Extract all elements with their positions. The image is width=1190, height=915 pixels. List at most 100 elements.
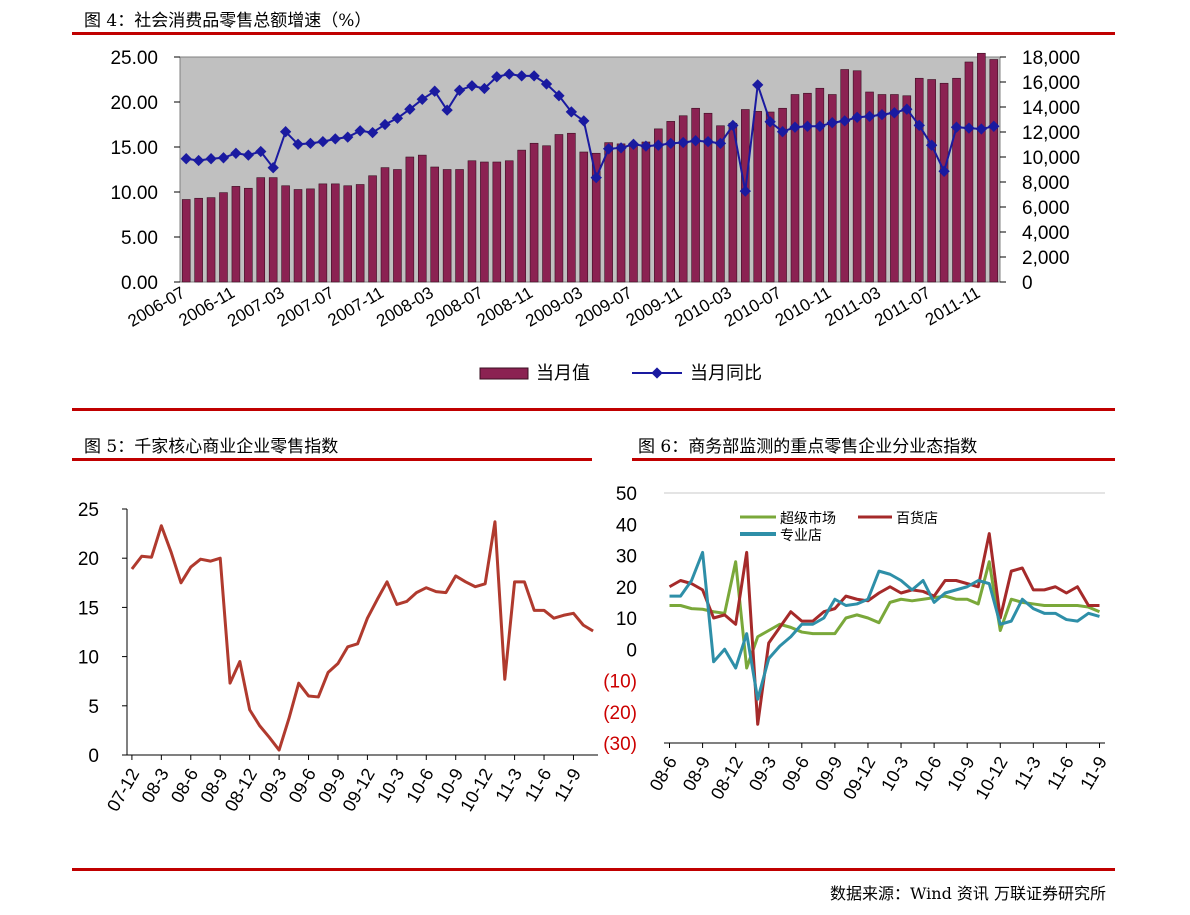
fig4-x-tick-label: 2008-07 — [423, 283, 487, 331]
fig4-bar — [852, 70, 862, 283]
fig4-right-tick-label: 8,000 — [1022, 173, 1070, 194]
footer-rule — [72, 868, 1115, 871]
fig4-yoy-marker — [304, 137, 317, 150]
fig4-bar — [442, 169, 452, 283]
fig4-yoy-marker — [230, 147, 242, 159]
fig6-x-tick-label: 08-6 — [646, 753, 681, 794]
fig5-x-tick-label: 07-12 — [103, 765, 143, 815]
fig6-x-tick-label: 11-9 — [1076, 753, 1111, 793]
fig6-y-tick-label: (10) — [603, 672, 637, 693]
fig6-chart: 50403020100(10)(20)(30)08-608-908-1209-3… — [603, 484, 1111, 803]
fig4-bar — [691, 107, 700, 283]
fig6-title: 图 6：商务部监测的重点零售企业分业态指数 — [638, 437, 978, 457]
fig6-y-tick-label: 10 — [616, 609, 637, 630]
fig6-legend-department-label: 百货店 — [896, 510, 938, 526]
fig4-bar — [865, 91, 874, 283]
source-note: 数据来源：Wind 资讯 万联证券研究所 — [829, 884, 1106, 903]
fig4-right-tick-label: 2,000 — [1022, 248, 1070, 269]
fig6-y-tick-label: 40 — [616, 515, 637, 536]
fig4-bar — [778, 107, 787, 283]
fig4-yoy-marker — [602, 143, 615, 155]
fig4-right-tick-label: 12,000 — [1022, 123, 1080, 144]
fig6-x-tick-label: 10-12 — [971, 753, 1011, 803]
fig4-bar — [417, 154, 427, 283]
fig4-left-tick-label: 15.00 — [110, 138, 158, 159]
fig6-y-tick-label: (20) — [603, 703, 637, 724]
fig6-legend-specialty-label: 专业店 — [780, 527, 822, 543]
fig4-bar — [393, 169, 402, 283]
fig6-y-tick-label: 30 — [616, 547, 637, 568]
fig4-yoy-marker — [702, 135, 714, 148]
fig5-y-tick-label: 25 — [78, 500, 99, 521]
fig4-bar — [641, 141, 651, 283]
fig4-yoy-marker — [926, 139, 938, 151]
fig4-legend-line-marker — [651, 367, 663, 379]
fig4-bar — [765, 111, 775, 283]
fig4-legend-line-label: 当月同比 — [690, 363, 762, 383]
fig4-bar — [455, 169, 464, 283]
fig4-right-tick-label: 18,000 — [1022, 48, 1080, 69]
fig4-yoy-marker — [739, 185, 751, 197]
fig4-x-tick-label: 2011-07 — [871, 283, 933, 330]
fig5-chart: 051015202507-1208-308-608-908-1209-309-6… — [78, 500, 598, 815]
fig6-y-tick-label: 50 — [616, 484, 637, 505]
fig4-bar — [703, 112, 713, 283]
fig4-bar — [467, 160, 477, 283]
fig4-bar — [604, 142, 613, 283]
fig5-index-line — [130, 520, 594, 752]
fig6-x-tick-label: 11-3 — [1010, 753, 1045, 793]
fig4-left-tick-label: 20.00 — [110, 93, 158, 114]
fig4-yoy-marker — [627, 138, 640, 150]
fig4-yoy-marker — [267, 162, 279, 174]
fig4-yoy-marker — [292, 138, 304, 150]
fig4-bar — [206, 197, 216, 283]
fig4-right-tick-label: 14,000 — [1022, 98, 1080, 119]
fig4-bar — [815, 87, 825, 283]
fig4-left-tick-label: 5.00 — [121, 228, 158, 249]
fig5-y-tick-label: 5 — [88, 697, 99, 718]
fig4-bar — [939, 82, 949, 283]
fig6-y-tick-label: 0 — [626, 640, 637, 661]
fig4-bar — [666, 121, 676, 283]
fig4-left-tick-label: 25.00 — [110, 48, 158, 69]
fig4-yoy-marker — [180, 153, 192, 165]
fig6-x-tick-label: 09-6 — [778, 753, 813, 794]
fig6-y-tick-label: (30) — [603, 734, 637, 755]
fig4-x-tick-label: 2011-03 — [822, 283, 884, 330]
fig4-yoy-marker — [366, 126, 379, 139]
fig4-top-rule — [72, 32, 1115, 35]
fig4-yoy-marker — [317, 135, 329, 148]
fig4-yoy-marker — [652, 139, 664, 151]
fig4-bar — [480, 161, 489, 283]
fig4-bar — [914, 77, 924, 283]
fig4-bar — [181, 199, 191, 283]
fig4-bar — [654, 128, 663, 283]
fig4-yoy-marker — [242, 149, 254, 161]
fig4-bar — [293, 189, 303, 283]
fig4-bar — [231, 186, 241, 283]
fig6-y-tick-label: 20 — [616, 578, 637, 599]
fig4-yoy-marker — [714, 137, 727, 150]
fig4-yoy-marker — [217, 152, 230, 164]
fig5-top-rule — [72, 458, 592, 461]
fig4-yoy-marker — [938, 165, 950, 177]
fig4-yoy-marker — [255, 145, 267, 158]
fig4-bar — [244, 187, 253, 283]
fig4-right-tick-label: 0 — [1022, 273, 1033, 294]
fig4-bar — [492, 161, 502, 283]
fig4-left-tick-label: 10.00 — [110, 183, 158, 204]
fig5-title: 图 5：千家核心商业企业零售指数 — [84, 437, 339, 457]
fig4-bar — [430, 166, 439, 283]
fig4-bar — [331, 183, 340, 283]
fig4-yoy-marker — [677, 136, 689, 149]
fig4-bar — [567, 132, 576, 283]
fig4-bar — [840, 69, 849, 283]
fig4-bar — [542, 145, 551, 283]
fig4-bar — [678, 115, 688, 283]
fig6-x-tick-label: 10-6 — [910, 753, 945, 794]
fig5-x-tick-label: 11-6 — [521, 765, 556, 805]
fig5-y-tick-label: 0 — [88, 746, 99, 767]
fig4-bar — [977, 52, 986, 283]
fig6-x-tick-label: 09-12 — [839, 753, 879, 803]
fig4-bottom-rule — [72, 408, 1115, 411]
